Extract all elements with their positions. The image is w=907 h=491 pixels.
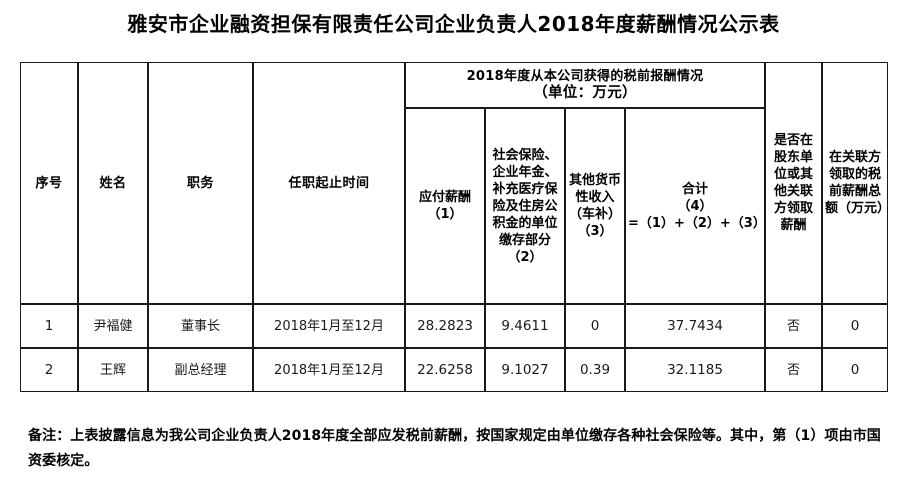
- cell-insurance: 9.1027: [485, 348, 565, 392]
- cell-index: 1: [20, 304, 78, 348]
- pretax-group-unit: （单位：万元）: [533, 85, 637, 101]
- other-income-line1: 其他货币: [568, 173, 621, 188]
- col-header-pretax-group: 2018年度从本公司获得的税前报酬情况 （单位：万元）: [405, 62, 766, 108]
- cell-name: 王辉: [78, 348, 148, 392]
- total-label: 合计: [682, 181, 709, 197]
- cell-other-income: 0: [565, 304, 625, 348]
- cell-position: 副总经理: [148, 348, 253, 392]
- cell-name: 尹福健: [78, 304, 148, 348]
- salary-disclosure-table: 序号 姓名 职务 任职起止时间 2018年度从本公司获得的税前报酬情况 （单位：…: [20, 62, 890, 392]
- cell-other-income: 0.39: [565, 348, 625, 392]
- col-header-from-shareholder: 是否在股东单位或其他关联方领取薪酬: [765, 62, 823, 304]
- col-header-payable: 应付薪酬 （1）: [405, 108, 485, 304]
- col-header-name: 姓名: [78, 62, 148, 304]
- col-header-period: 任职起止时间: [253, 62, 405, 304]
- cell-period: 2018年1月至12月: [253, 348, 405, 392]
- cell-index: 2: [20, 348, 78, 392]
- table-row: 2 王辉 副总经理 2018年1月至12月 22.6258 9.1027 0.3…: [20, 348, 889, 392]
- payable-number: （1）: [427, 207, 463, 222]
- page-title: 雅安市企业融资担保有限责任公司企业负责人2018年度薪酬情况公示表: [127, 12, 780, 36]
- col-header-related-total: 在关联方领取的税前薪酬总额（万元）: [822, 62, 890, 304]
- cell-related-total: 0: [822, 348, 889, 392]
- table-body: 1 尹福健 董事长 2018年1月至12月 28.2823 9.4611 0 3…: [20, 304, 889, 392]
- cell-position: 董事长: [148, 304, 253, 348]
- cell-from-shareholder: 否: [765, 304, 823, 348]
- footnote-remark: 备注：上表披露信息为我公司企业负责人2018年度全部应发税前薪酬，按国家规定由单…: [28, 428, 881, 469]
- other-income-line4: （3）: [577, 224, 613, 239]
- header-row-sub: 应付薪酬 （1） 社会保险、企业年金、补充医疗保险及住房公积金的单位缴存部分（2…: [20, 108, 888, 304]
- cell-payable: 22.6258: [405, 348, 485, 392]
- cell-total: 32.1185: [625, 348, 766, 392]
- col-header-index: 序号: [20, 62, 78, 304]
- header-row-group: 序号 姓名 职务 任职起止时间 2018年度从本公司获得的税前报酬情况 （单位：…: [20, 62, 890, 304]
- col-header-position: 职务: [148, 62, 253, 304]
- table-header: 序号 姓名 职务 任职起止时间 2018年度从本公司获得的税前报酬情况 （单位：…: [20, 62, 890, 304]
- cell-total: 37.7434: [625, 304, 766, 348]
- other-income-line3: （车补）: [568, 207, 621, 222]
- cell-related-total: 0: [822, 304, 889, 348]
- cell-insurance: 9.4611: [485, 304, 565, 348]
- cell-payable: 28.2823: [405, 304, 485, 348]
- total-number: （4）: [677, 198, 713, 214]
- other-income-line2: 性收入: [575, 190, 615, 205]
- cell-from-shareholder: 否: [765, 348, 823, 392]
- col-header-total: 合计 （4） =（1）+（2）+（3）: [625, 108, 766, 304]
- pretax-group-main: 2018年度从本公司获得的税前报酬情况: [466, 69, 704, 84]
- cell-period: 2018年1月至12月: [253, 304, 405, 348]
- table-row: 1 尹福健 董事长 2018年1月至12月 28.2823 9.4611 0 3…: [20, 304, 889, 348]
- col-header-insurance: 社会保险、企业年金、补充医疗保险及住房公积金的单位缴存部分（2）: [485, 108, 565, 304]
- payable-label: 应付薪酬: [418, 190, 471, 205]
- col-header-other-income: 其他货币 性收入 （车补） （3）: [565, 108, 625, 304]
- total-formula: =（1）+（2）+（3）: [628, 215, 766, 231]
